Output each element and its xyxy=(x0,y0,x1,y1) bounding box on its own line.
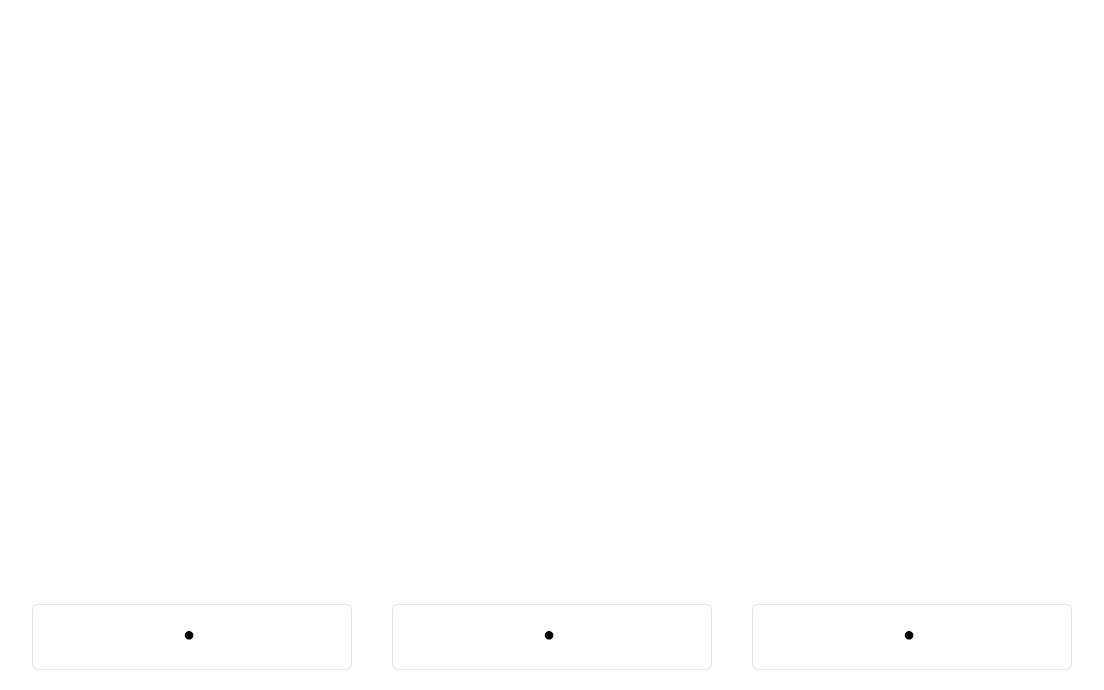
gauge-chart xyxy=(0,0,1104,560)
legend-card-avg: ● xyxy=(392,604,712,670)
legend-row: ● ● ● xyxy=(0,604,1104,670)
legend-card-max: ● xyxy=(752,604,1072,670)
dot-icon: ● xyxy=(903,622,915,646)
dot-icon: ● xyxy=(543,622,555,646)
dot-icon: ● xyxy=(183,622,195,646)
legend-card-min: ● xyxy=(32,604,352,670)
legend-title-min: ● xyxy=(43,621,341,647)
legend-title-avg: ● xyxy=(403,621,701,647)
legend-title-max: ● xyxy=(763,621,1061,647)
gauge-svg xyxy=(0,40,1104,600)
